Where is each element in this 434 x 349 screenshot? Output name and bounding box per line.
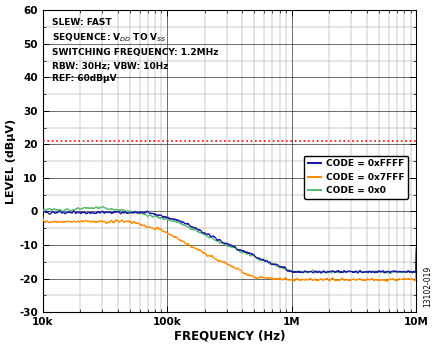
Legend: CODE = 0xFFFF, CODE = 0x7FFF, CODE = 0x0: CODE = 0xFFFF, CODE = 0x7FFF, CODE = 0x0 <box>304 156 407 199</box>
Text: SLEW: FAST
SEQUENCE: V$_{DD}$ TO V$_{SS}$
SWITCHING FREQUENCY: 1.2MHz
RBW: 30Hz;: SLEW: FAST SEQUENCE: V$_{DD}$ TO V$_{SS}… <box>52 18 218 83</box>
X-axis label: FREQUENCY (Hz): FREQUENCY (Hz) <box>173 330 285 343</box>
Y-axis label: LEVEL (dBµV): LEVEL (dBµV) <box>6 119 16 204</box>
Text: 13102-019: 13102-019 <box>422 266 431 307</box>
